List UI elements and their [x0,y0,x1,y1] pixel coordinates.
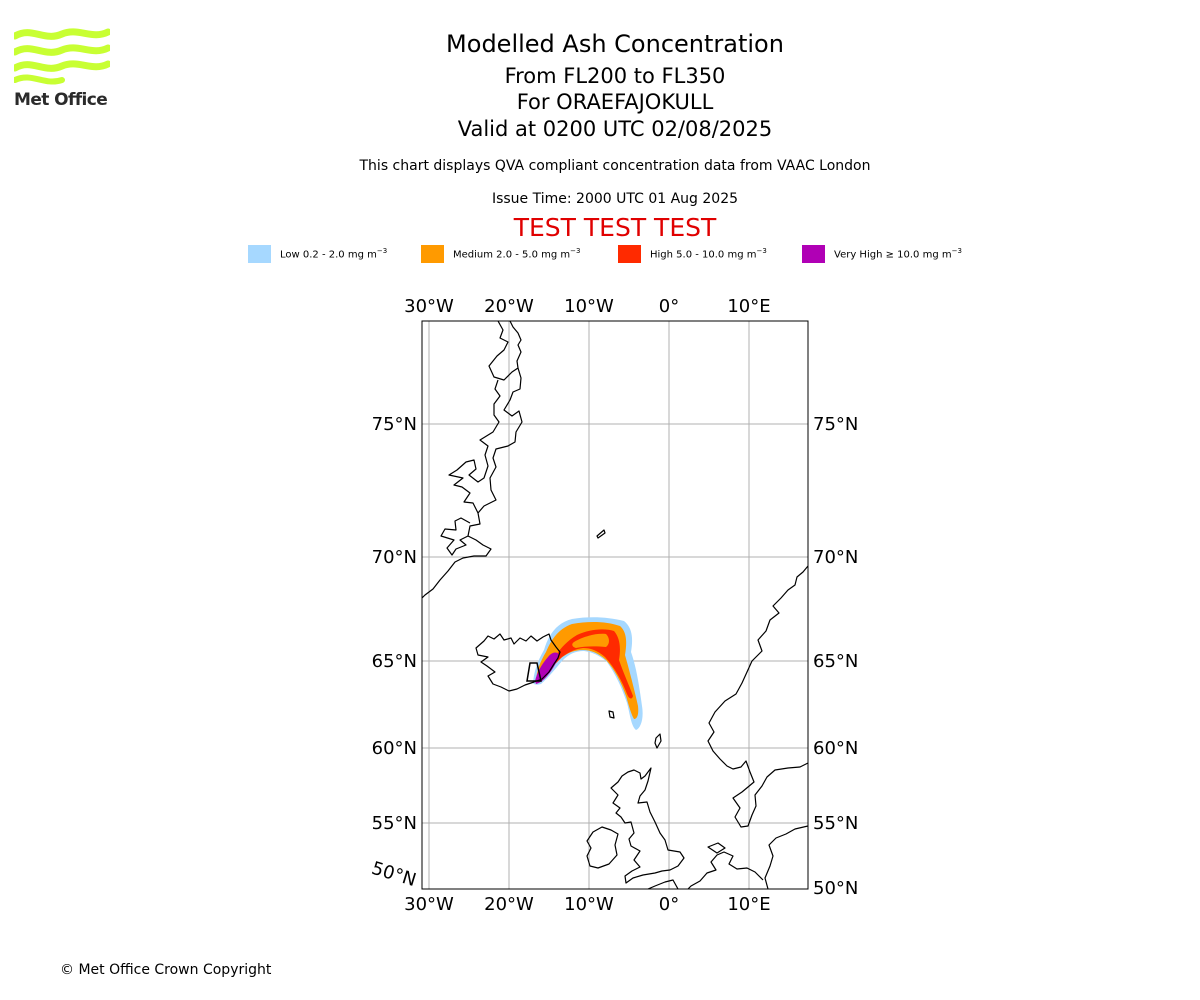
lon-label-top-30w: 30°W [404,296,454,317]
lon-label-top-10e: 10°E [727,296,770,317]
legend-swatch-very-high [802,244,825,263]
ash-plume [533,617,643,730]
legend-item-low: Low 0.2 - 2.0 mg m−3 [248,244,387,263]
valid-time: Valid at 0200 UTC 02/08/2025 [457,117,773,141]
lon-label-top-20w: 20°W [484,296,534,317]
lon-label-top-0: 0° [659,296,679,317]
lat-label-right-70n: 70°N [813,547,858,568]
coastline-faroe [608,710,615,719]
legend-unit-medium: −3 [570,246,581,255]
lat-label-left-55n: 55°N [372,813,417,834]
map-body [422,321,808,889]
lat-label-left-70n: 70°N [372,547,417,568]
legend-item-very-high: Very High ≥ 10.0 mg m−3 [802,244,962,263]
coastline-scandinavia [707,565,808,828]
chart-title: Modelled Ash Concentration [446,30,784,58]
lat-label-left-50n: 50°N [369,858,419,891]
volcano-name: For ORAEFAJOKULL [516,90,714,114]
flight-level-range: From FL200 to FL350 [504,64,726,88]
coastline-great-britain [610,767,685,884]
lat-label-left-60n: 60°N [372,738,417,759]
coastline-france [647,879,679,889]
met-office-waves-icon [11,28,112,85]
lon-labels-bottom: 30°W 20°W 10°W 0° 10°E [404,894,770,915]
legend-swatch-low [248,244,271,263]
lon-label-bottom-10e: 10°E [727,894,770,915]
coastlines [422,321,808,889]
lon-label-bottom-0: 0° [659,894,679,915]
met-office-logo-text: Met Office [14,90,108,110]
legend-unit-high: −3 [756,246,767,255]
legend-label-low: Low 0.2 - 2.0 mg m [280,249,377,261]
lat-label-right-75n: 75°N [813,414,858,435]
lat-labels-left: 75°N 70°N 65°N 60°N 55°N 50°N [369,414,419,891]
lat-label-right-60n: 60°N [813,738,858,759]
coastline-greenland [422,321,523,599]
coastline-ireland [586,826,619,869]
met-office-logo: Met Office [11,28,112,112]
lat-label-right-50n: 50°N [813,878,858,899]
lat-label-left-75n: 75°N [372,414,417,435]
lon-label-bottom-30w: 30°W [404,894,454,915]
lat-label-right-55n: 55°N [813,813,858,834]
legend-item-high: High 5.0 - 10.0 mg m−3 [618,244,767,263]
lat-labels-right: 75°N 70°N 65°N 60°N 55°N 50°N [813,414,858,899]
legend-label-medium: Medium 2.0 - 5.0 mg m [453,249,571,261]
legend-item-medium: Medium 2.0 - 5.0 mg m−3 [421,244,580,263]
copyright-notice: © Met Office Crown Copyright [60,962,272,978]
coastline-denmark-germany [687,825,808,889]
lon-label-bottom-20w: 20°W [484,894,534,915]
legend-unit-very-high: −3 [951,246,962,255]
test-banner: TEST TEST TEST [513,213,717,242]
lat-label-left-65n: 65°N [372,651,417,672]
issue-time: Issue Time: 2000 UTC 01 Aug 2025 [491,191,739,207]
lon-label-top-10w: 10°W [564,296,614,317]
legend-label-high: High 5.0 - 10.0 mg m [650,249,757,261]
ash-contour-high [540,629,633,699]
legend-swatch-high [618,244,641,263]
volcano-marker-icon [526,662,542,682]
chart-description: This chart displays QVA compliant concen… [359,158,871,174]
ash-contour-very-high [535,652,559,684]
coastline-iceland [475,633,561,692]
coastline-jan-mayen [596,529,606,539]
ash-contour-medium-core [572,633,609,648]
lon-labels-top: 30°W 20°W 10°W 0° 10°E [404,296,770,317]
map-frame [421,320,809,890]
coastline-shetland [654,733,662,749]
legend-label-very-high: Very High ≥ 10.0 mg m [834,249,952,261]
legend-swatch-medium [421,244,444,263]
legend-unit-low: −3 [376,246,388,255]
lon-label-bottom-10w: 10°W [564,894,614,915]
lat-label-right-65n: 65°N [813,651,858,672]
